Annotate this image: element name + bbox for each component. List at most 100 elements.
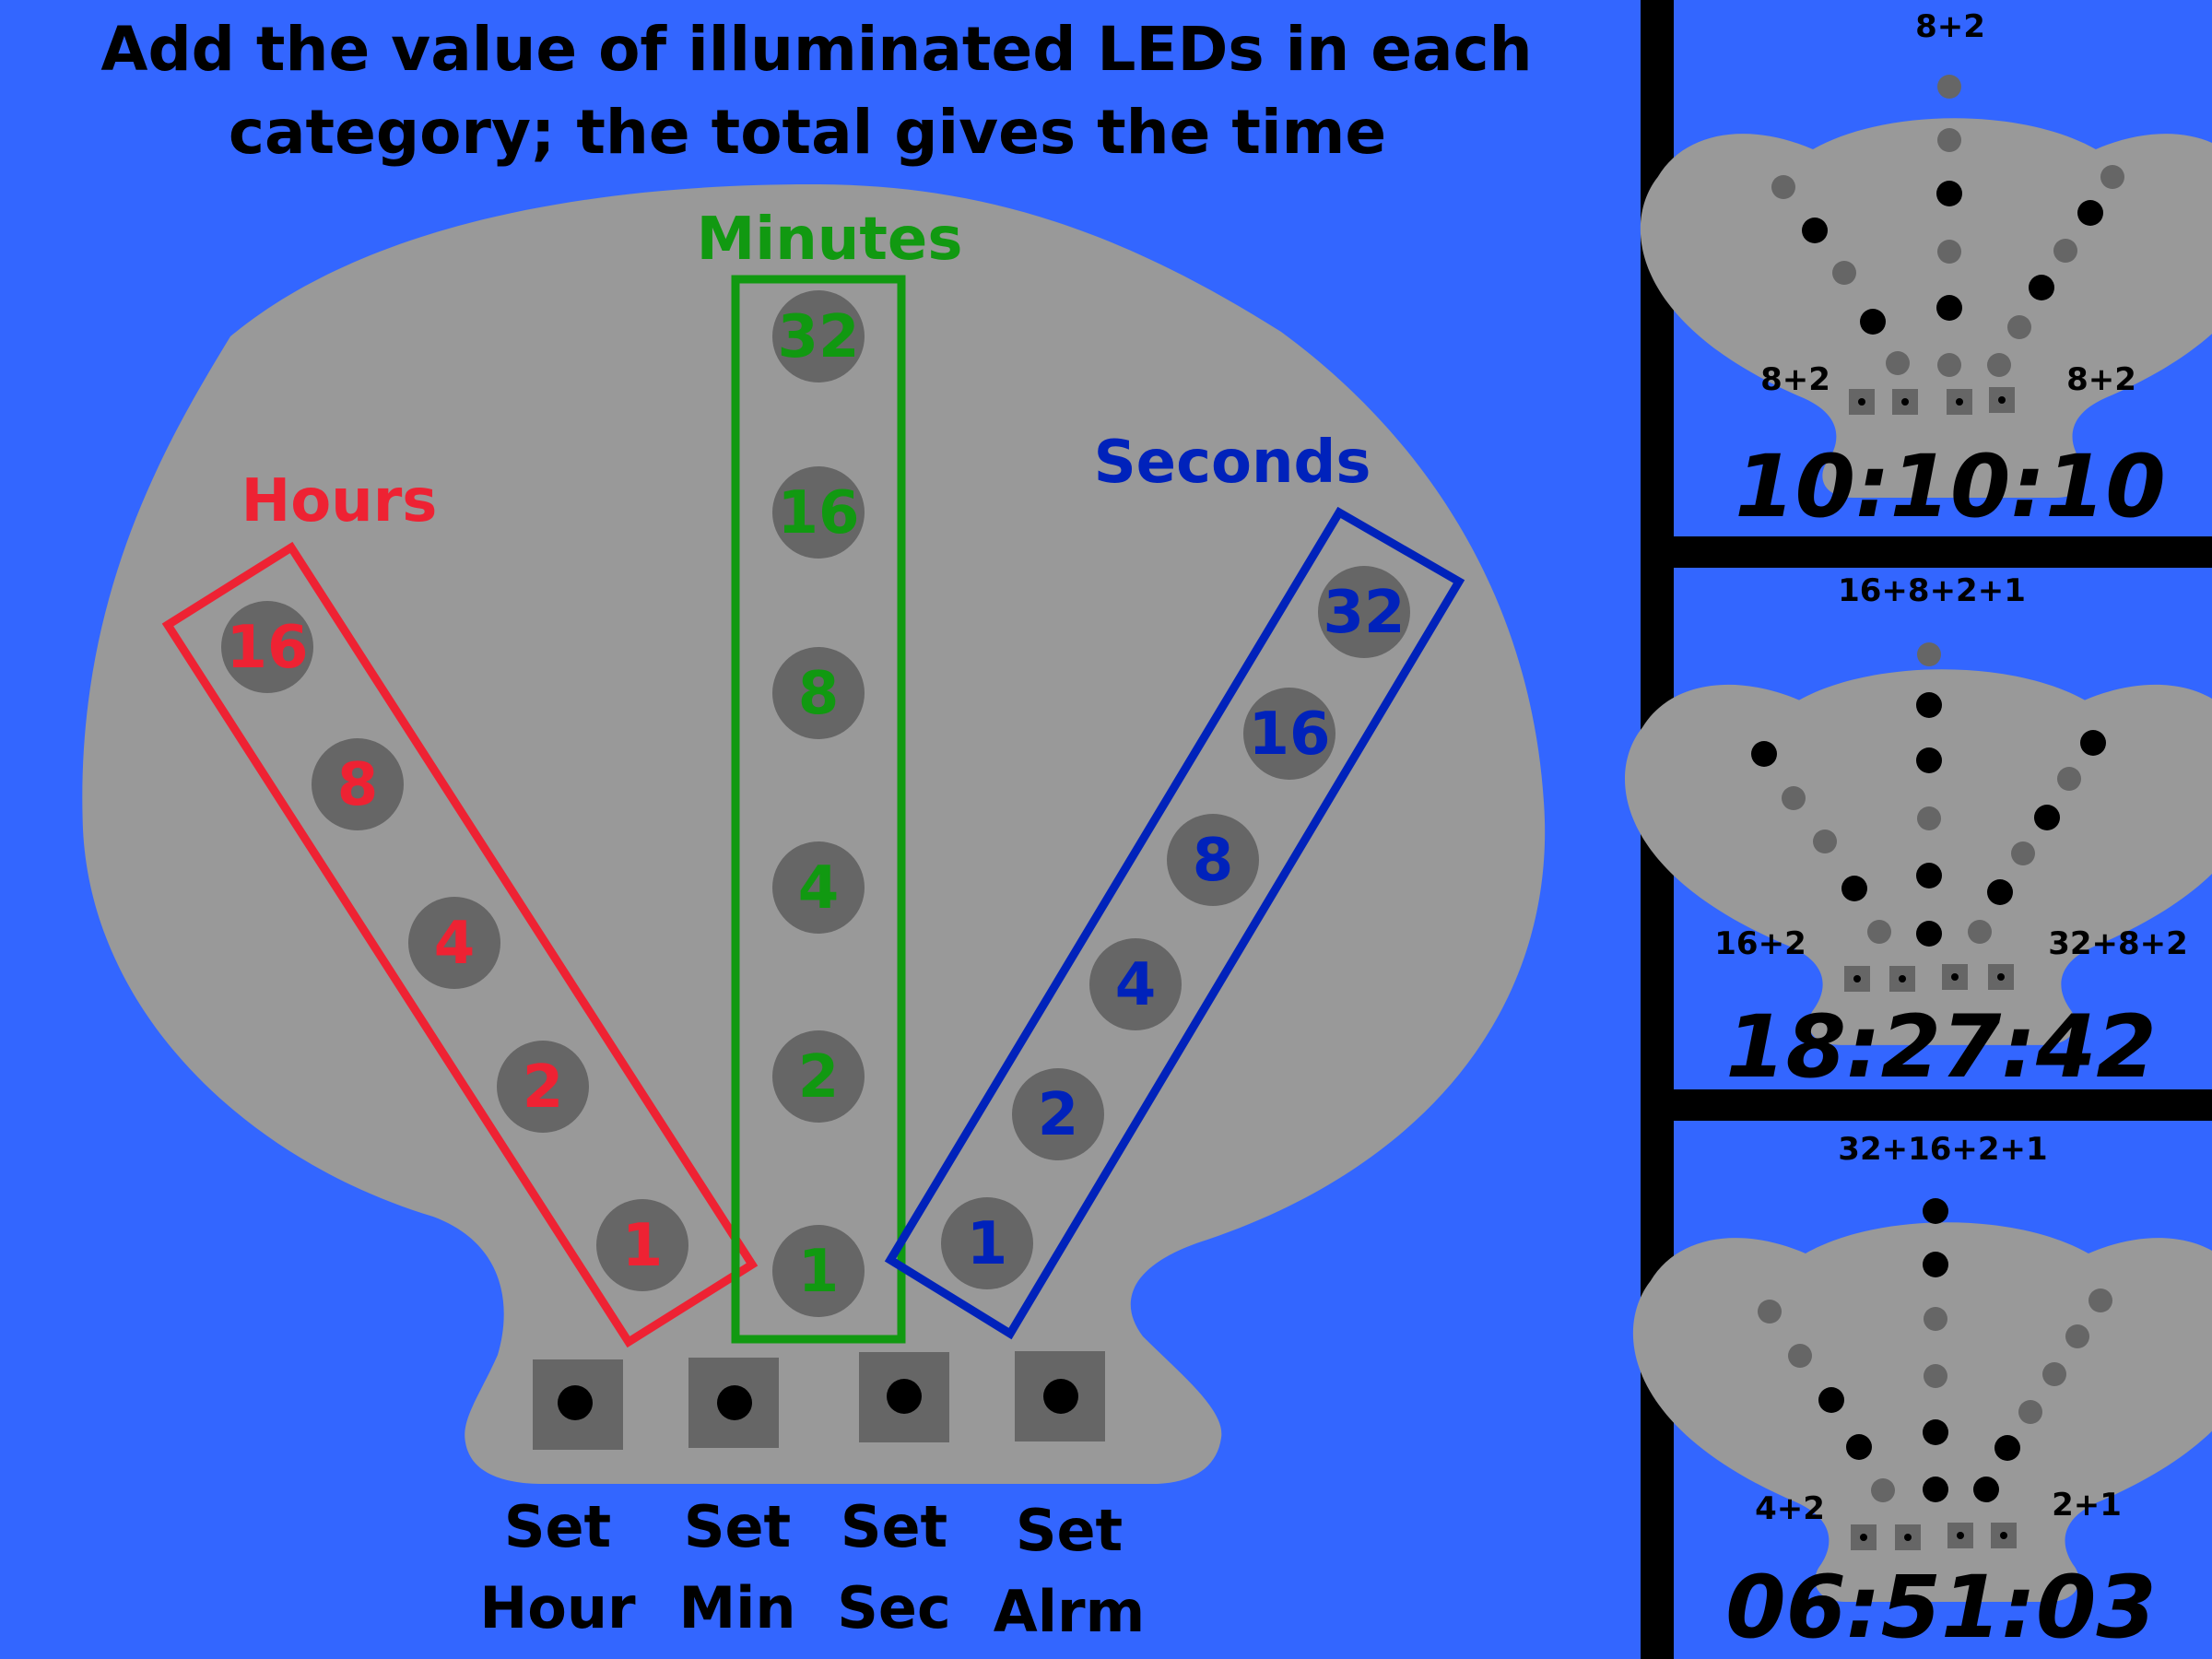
seconds-led-off [2057,767,2081,791]
hours-led-value: 1 [622,1212,664,1280]
hours-led-off [1782,786,1806,810]
minutes-led-on [1936,295,1962,321]
set-sec-label-line1: Set [841,1493,947,1560]
example-button [1892,389,1918,415]
minutes-led-on [1916,747,1942,773]
minutes-led: 32 [772,290,865,382]
hours-led-value: 4 [434,910,476,978]
seconds-led: 16 [1243,688,1335,780]
button-dot [887,1379,922,1414]
hours-led-off [1886,351,1910,375]
example-button [1851,1524,1877,1550]
seconds-led-off [2018,1400,2042,1424]
set-sec-button[interactable] [859,1352,949,1442]
seconds-led-off [2053,239,2077,263]
button-dot [717,1385,752,1420]
minutes-led-on [1916,692,1942,718]
hours-led-on [1841,876,1867,901]
seconds-sum-label: 8+2 [2066,361,2136,398]
button-dot [558,1385,593,1420]
hours-led-on [1751,741,1777,767]
seconds-led-value: 8 [1193,827,1234,895]
hours-led: 16 [221,601,313,693]
seconds-frame [884,506,1465,1340]
minutes-led-off [1917,806,1941,830]
minutes-led-value: 8 [798,660,840,728]
seconds-led: 1 [941,1197,1033,1289]
minutes-led-on [1916,921,1942,947]
minutes-led-value: 1 [798,1238,840,1306]
seconds-led-on [1987,879,2013,905]
seconds-led-value: 2 [1038,1081,1079,1149]
hours-led-on [1802,218,1828,243]
clock-face [82,184,1546,1484]
minutes-led-off [1917,642,1941,666]
set-hour-button[interactable] [533,1359,623,1450]
seconds-led-off [2100,165,2124,189]
hours-led-on [1818,1387,1844,1413]
minutes-led-off [1924,1307,1947,1331]
minutes-led-off [1937,128,1961,152]
seconds-sum-label: 32+8+2 [2048,925,2188,962]
minutes-led: 4 [772,841,865,934]
example-button [1947,389,1972,415]
set-alarm-label-line1: Set [1016,1497,1123,1564]
hours-sum-label: 4+2 [1755,1490,1825,1527]
example-button [1889,966,1915,992]
seconds-led-value: 1 [967,1210,1008,1278]
minutes-led-on [1936,181,1962,206]
minutes-led: 16 [772,466,865,559]
example-button [1989,387,2015,413]
hours-sum-label: 16+2 [1714,925,1806,962]
example-button [1849,389,1875,415]
hours-led-off [1832,261,1856,285]
minutes-led-off [1924,1364,1947,1388]
divider-horizontal-2 [1674,1089,2212,1121]
hours-label: Hours [241,467,438,535]
example-time: 10:10:10 [1735,437,2166,537]
hours-led-value: 8 [337,751,379,819]
example-button [1947,1523,1973,1548]
set-min-button[interactable] [688,1358,779,1448]
minutes-led-on [1923,1419,1948,1445]
seconds-led-off [2065,1324,2089,1348]
seconds-led-on [2034,805,2060,830]
hours-led-value: 2 [523,1053,564,1122]
hours-led-off [1788,1344,1812,1368]
example-clock-face [1640,118,2212,498]
seconds-led-off [2011,841,2035,865]
hours-led: 8 [312,738,404,830]
minutes-sum-label: 16+8+2+1 [1838,572,2026,609]
minutes-sum-label: 32+16+2+1 [1838,1131,2047,1168]
set-hour-label-line1: Set [504,1493,611,1560]
example-panel: 8+2 8+2 8+2 10:10:10 [1640,8,2212,537]
set-hour-label-line2: Hour [479,1574,636,1641]
hours-led-on [1860,309,1886,335]
set-alarm-label-line2: Alrm [994,1578,1145,1645]
minutes-frame [731,275,906,1344]
seconds-led-value: 4 [1115,951,1157,1019]
example-time: 06:51:03 [1725,1558,2157,1658]
hours-group: Hours 16 8 4 2 1 [161,467,759,1348]
example-button [1895,1524,1921,1550]
seconds-led: 2 [1012,1068,1104,1160]
hours-led: 2 [497,1041,589,1133]
set-alarm-button[interactable] [1015,1351,1105,1441]
hours-led-off [1871,1478,1895,1502]
hours-led-off [1813,830,1837,853]
button-labels: Set Hour Set Min Set Sec Set Alrm [479,1493,1145,1645]
hours-led-off [1758,1300,1782,1324]
seconds-led: 32 [1318,566,1410,658]
seconds-led: 4 [1089,938,1182,1030]
minutes-led-value: 32 [777,303,859,371]
example-button [1991,1523,2017,1548]
hours-led-off [1867,920,1891,944]
example-panel: 32+16+2+1 4+2 2+1 06:51:03 [1632,1131,2212,1658]
seconds-led-off [2088,1288,2112,1312]
minutes-label: Minutes [697,206,963,274]
minutes-led-on [1923,1477,1948,1502]
example-button [1988,964,2014,990]
example-button [1844,966,1870,992]
hours-led: 4 [408,897,500,989]
